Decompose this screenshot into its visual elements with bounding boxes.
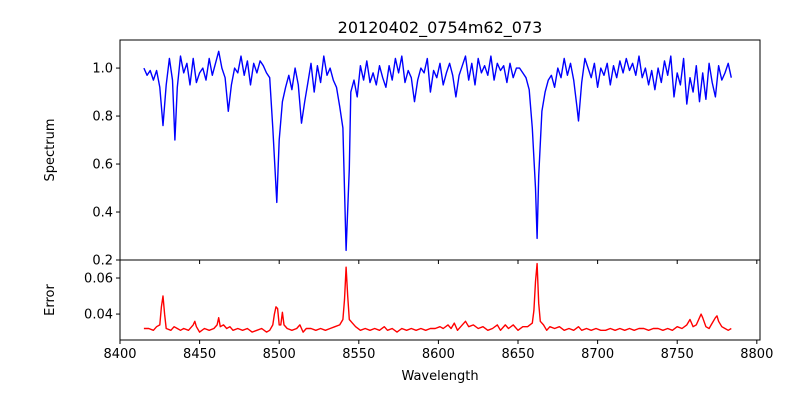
y-tick-label: 0.06 [84, 272, 113, 287]
y-tick-label: 0.04 [84, 308, 113, 323]
x-tick-label: 8750 [661, 347, 694, 362]
x-tick-label: 8400 [103, 347, 136, 362]
x-tick-label: 8600 [422, 347, 455, 362]
y-tick-label: 0.8 [92, 110, 113, 125]
error-axes: 0.04 0.06 8400 8450 8500 8550 8600 8650 8700 8750… [84, 259, 773, 362]
y-tick-label: 0.6 [92, 158, 113, 173]
x-axis-label: Wavelength [401, 369, 478, 384]
spectrum-line [143, 50, 732, 252]
x-tick-label: 8800 [740, 347, 773, 362]
x-tick-label: 8500 [263, 347, 296, 362]
y-tick-label: 1.0 [92, 62, 113, 77]
error-line [143, 262, 732, 333]
x-tick-label: 8650 [501, 347, 534, 362]
y-tick-label: 0.4 [92, 206, 113, 221]
spectrum-y-label: Spectrum [43, 119, 58, 182]
x-tick-label: 8450 [183, 347, 216, 362]
chart-title: 20120402_0754m62_073 [338, 18, 543, 38]
y-tick-label: 0.2 [92, 254, 113, 269]
error-y-label: Error [43, 284, 58, 316]
x-tick-label: 8700 [581, 347, 614, 362]
axes-frame [119, 259, 761, 341]
x-tick-label: 8550 [342, 347, 375, 362]
